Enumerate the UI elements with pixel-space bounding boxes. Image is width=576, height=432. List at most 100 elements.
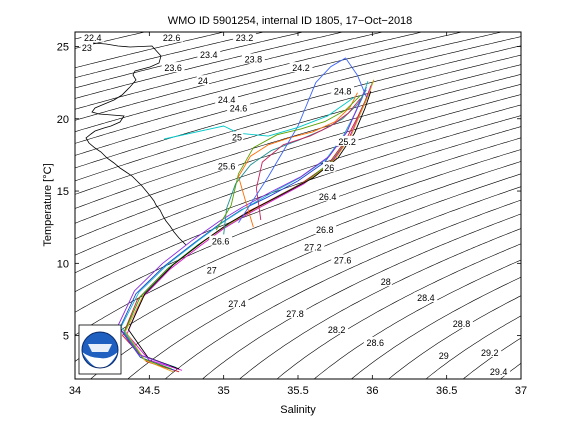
density-contour-32 <box>425 315 521 379</box>
contour-label-10: 24.6 <box>230 104 248 114</box>
profile-line-5 <box>125 79 375 373</box>
contour-label-6: 23.8 <box>245 55 263 65</box>
contour-label-bg-18 <box>313 224 337 235</box>
profile-line-0 <box>122 89 370 373</box>
contour-label-bg-3 <box>233 32 256 42</box>
contour-label-bg-16 <box>316 190 340 201</box>
contour-label-20: 27.2 <box>304 242 322 252</box>
plot-area <box>75 32 521 379</box>
contour-label-bg-23 <box>283 307 307 318</box>
profile-line-8 <box>238 92 358 228</box>
contour-label-bg-1 <box>160 32 183 42</box>
x-tick-label-4: 36 <box>366 385 378 397</box>
y-tick-label-1: 10 <box>57 258 69 270</box>
x-axis-label: Salinity <box>280 404 316 416</box>
contour-label-bg-17 <box>209 235 233 246</box>
contour-labels: 22.4 22.6 23 23.2 23.4 23.6 23.8 24 24.2 24.424.6… <box>80 32 511 377</box>
density-contour-9 <box>75 32 503 144</box>
y-tick-label-3: 20 <box>57 114 69 126</box>
contour-label-bg-12 <box>230 131 244 142</box>
profile-line-13 <box>164 96 355 140</box>
y-tick-label-4: 25 <box>57 41 69 53</box>
contour-label-19: 27 <box>207 266 217 276</box>
contour-label-bg-9 <box>215 94 238 104</box>
contour-label-bg-10 <box>227 102 250 113</box>
contour-label-bg-26 <box>414 292 438 302</box>
contour-label-bg-31 <box>487 365 511 376</box>
density-contour-20 <box>75 137 521 313</box>
density-contour-30 <box>350 276 521 379</box>
density-contour-17 <box>75 104 521 256</box>
contour-label-7: 24 <box>198 76 208 86</box>
density-contour-11 <box>75 45 521 169</box>
density-contour-25 <box>164 199 521 379</box>
contour-label-bg-7 <box>196 75 210 86</box>
contour-label-bg-15 <box>323 161 336 172</box>
x-tick-label-6: 37 <box>515 385 527 397</box>
contour-label-bg-27 <box>363 336 387 347</box>
x-tick-label-0: 34 <box>69 385 81 397</box>
y-axis-label: Temperature [°C] <box>42 163 54 246</box>
y-tick-label-0: 5 <box>63 331 69 343</box>
x-tick-label-1: 34.5 <box>139 385 160 397</box>
contour-label-16: 26.4 <box>319 192 337 202</box>
contour-label-12: 25 <box>232 133 242 143</box>
contour-label-bg-19 <box>205 264 218 275</box>
profile-line-11 <box>238 57 367 224</box>
contour-label-bg-22 <box>331 254 354 265</box>
y-tick-label-2: 15 <box>57 186 69 198</box>
x-axis-ticks: 34 34.5 35 35.5 36 36.5 37 <box>69 32 527 397</box>
contour-label-bg-29 <box>437 349 450 360</box>
contour-label-bg-21 <box>225 297 249 308</box>
contour-label-bg-28 <box>450 318 473 329</box>
contour-label-bg-4 <box>197 49 221 60</box>
contour-label-bg-24 <box>379 276 392 287</box>
contour-label-27: 28.6 <box>367 338 385 348</box>
density-contour-22 <box>75 161 521 362</box>
density-contour-7 <box>75 32 424 121</box>
contour-label-bg-8 <box>289 62 313 73</box>
density-contour-15 <box>75 83 521 224</box>
contour-label-22: 27.6 <box>334 255 352 265</box>
density-contour-12 <box>75 54 521 182</box>
contour-label-5: 23.6 <box>164 63 182 73</box>
contour-label-18: 26.8 <box>316 225 334 235</box>
contour-label-bg-25 <box>325 323 349 334</box>
x-tick-label-5: 36.5 <box>436 385 457 397</box>
contour-label-bg-13 <box>335 135 359 146</box>
density-contour-16 <box>75 94 521 240</box>
density-contour-24 <box>127 186 521 379</box>
density-contour-23 <box>90 173 521 379</box>
density-contour-6 <box>75 32 384 110</box>
contour-label-23: 27.8 <box>286 309 304 319</box>
contour-label-3: 23.2 <box>236 33 254 43</box>
contour-label-13: 25.2 <box>338 137 356 147</box>
y-axis-ticks: 5 10 15 20 25 <box>57 41 521 343</box>
contour-label-17: 26.6 <box>212 237 230 247</box>
density-contour-31 <box>388 295 521 379</box>
density-contour-2 <box>75 32 226 69</box>
contour-label-15: 26 <box>324 163 334 173</box>
density-contour-3 <box>75 32 265 79</box>
density-contour-13 <box>75 64 521 195</box>
contour-label-0: 22.4 <box>84 33 102 43</box>
coastline-outline <box>85 42 187 246</box>
density-contour-14 <box>75 74 521 209</box>
contour-label-21: 27.4 <box>228 299 246 309</box>
contour-label-bg-5 <box>161 62 185 73</box>
density-contour-29 <box>313 259 521 379</box>
contour-label-24: 28 <box>381 277 391 287</box>
contour-label-bg-20 <box>301 241 325 252</box>
density-contour-5 <box>75 32 345 99</box>
contour-label-8: 24.2 <box>292 63 310 73</box>
contour-label-9: 24.4 <box>218 95 236 105</box>
chart-title: WMO ID 5901254, internal ID 1805, 17−Oct… <box>168 15 413 27</box>
profile-line-10 <box>255 98 361 221</box>
profile-series <box>117 57 375 373</box>
profile-line-7 <box>117 89 366 367</box>
profile-line-12 <box>215 95 361 231</box>
contour-label-14: 25.6 <box>218 162 236 172</box>
contour-label-28: 28.8 <box>453 319 471 329</box>
density-contour-19 <box>75 126 521 293</box>
